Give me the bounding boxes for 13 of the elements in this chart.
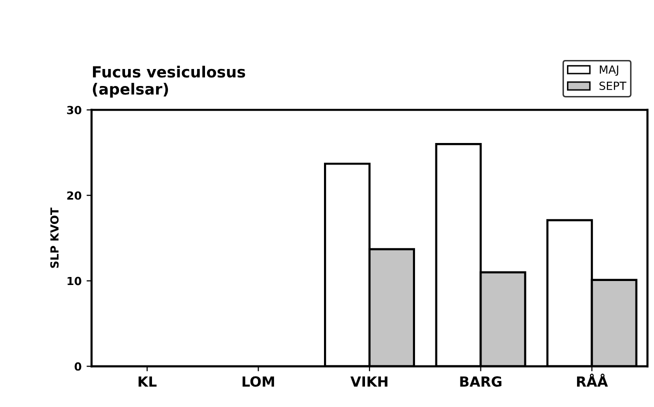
y-tick-label: 30 <box>67 106 82 114</box>
x-tick-label: VIKH <box>350 376 388 387</box>
x-tick-label: LOM <box>242 376 274 387</box>
chart-title: Fucus vesiculosus (apelsar) <box>92 66 246 98</box>
y-tick-label: 20 <box>67 191 82 200</box>
x-tick-label: BARG <box>460 376 502 387</box>
x-tick-label: KL <box>138 376 157 387</box>
legend-label: MAJ <box>600 65 618 76</box>
x-tick-label: RÅÅ <box>577 374 608 387</box>
y-axis-title: SLP KVOT <box>50 208 59 268</box>
legend-label: SEPT <box>600 82 626 90</box>
y-tick-label: 10 <box>68 276 82 286</box>
y-tick-label: 0 <box>74 362 82 371</box>
